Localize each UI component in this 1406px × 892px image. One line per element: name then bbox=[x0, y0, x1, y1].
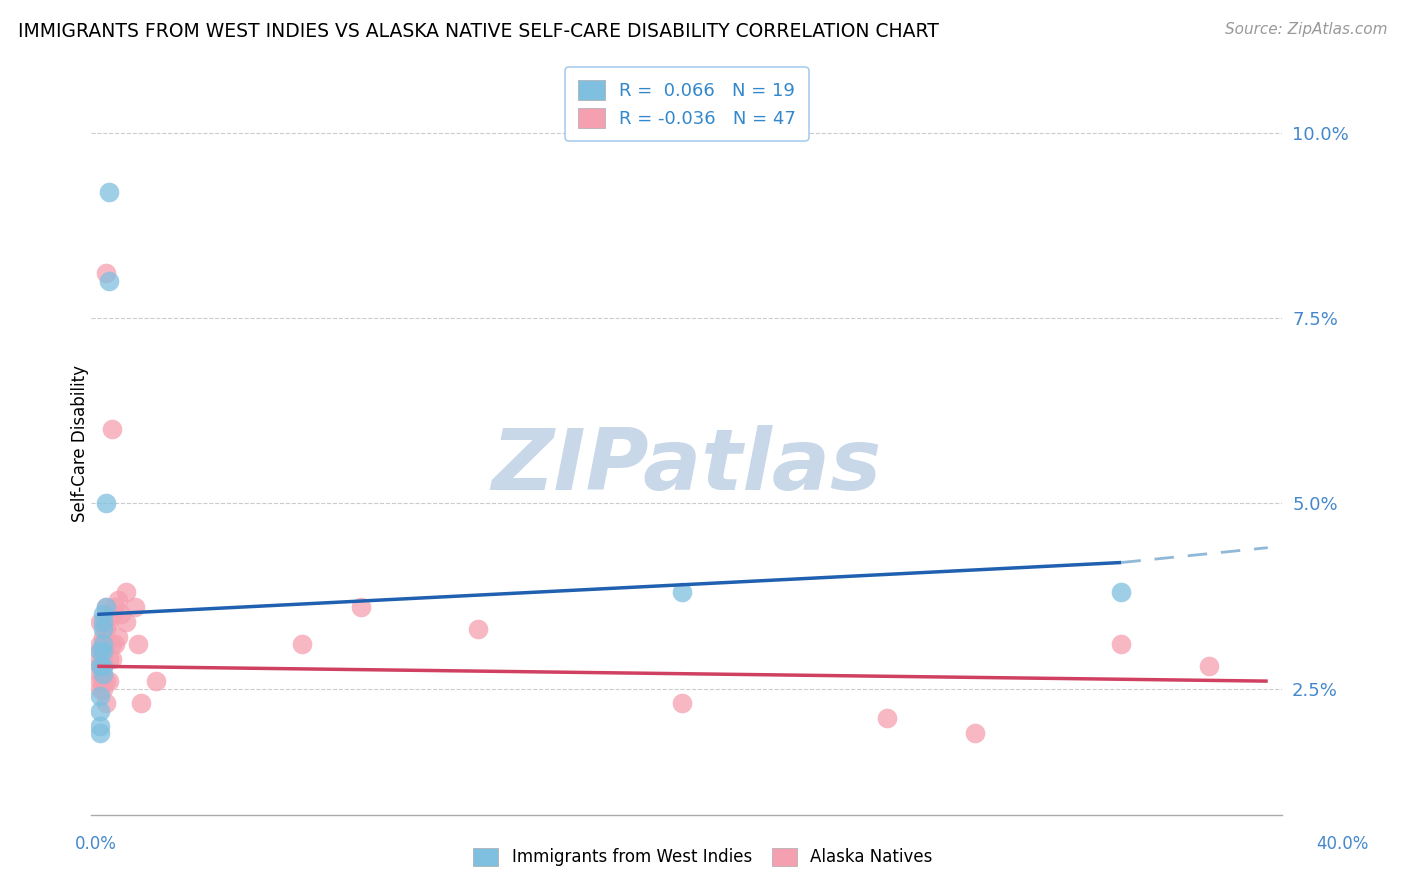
Point bbox=[467, 622, 489, 636]
Text: 40.0%: 40.0% bbox=[1316, 835, 1369, 853]
Point bbox=[89, 704, 111, 718]
Point bbox=[91, 644, 114, 658]
Point bbox=[94, 599, 117, 614]
Point bbox=[876, 711, 898, 725]
Point bbox=[89, 681, 111, 696]
Point bbox=[89, 659, 111, 673]
Point bbox=[89, 718, 111, 732]
Point bbox=[104, 637, 127, 651]
Point bbox=[91, 630, 114, 644]
Point bbox=[145, 674, 167, 689]
Point bbox=[94, 622, 117, 636]
Point bbox=[127, 637, 149, 651]
Point bbox=[91, 607, 114, 622]
Point bbox=[91, 659, 114, 673]
Point bbox=[94, 599, 117, 614]
Point bbox=[671, 697, 693, 711]
Point bbox=[1111, 585, 1133, 599]
Point bbox=[91, 615, 114, 629]
Point bbox=[89, 726, 111, 740]
Point bbox=[89, 689, 111, 703]
Point bbox=[101, 652, 124, 666]
Point bbox=[91, 637, 114, 651]
Point bbox=[89, 637, 111, 651]
Point bbox=[110, 607, 132, 622]
Legend: Immigrants from West Indies, Alaska Natives: Immigrants from West Indies, Alaska Nati… bbox=[467, 841, 939, 873]
Point bbox=[129, 697, 152, 711]
Point bbox=[91, 674, 114, 689]
Point bbox=[101, 607, 124, 622]
Point bbox=[94, 496, 117, 510]
Point bbox=[97, 615, 120, 629]
Point bbox=[91, 681, 114, 696]
Text: ZIPatlas: ZIPatlas bbox=[492, 425, 882, 508]
Point bbox=[965, 726, 987, 740]
Point bbox=[94, 674, 117, 689]
Point bbox=[91, 659, 114, 673]
Legend: R =  0.066   N = 19, R = -0.036   N = 47: R = 0.066 N = 19, R = -0.036 N = 47 bbox=[565, 68, 808, 141]
Y-axis label: Self-Care Disability: Self-Care Disability bbox=[72, 366, 89, 523]
Point bbox=[97, 674, 120, 689]
Point bbox=[89, 659, 111, 673]
Point bbox=[107, 630, 129, 644]
Point bbox=[91, 666, 114, 681]
Point bbox=[97, 652, 120, 666]
Point bbox=[115, 615, 138, 629]
Point bbox=[104, 599, 127, 614]
Point bbox=[94, 266, 117, 280]
Point bbox=[115, 585, 138, 599]
Point bbox=[107, 592, 129, 607]
Point bbox=[89, 666, 111, 681]
Point bbox=[1111, 637, 1133, 651]
Text: IMMIGRANTS FROM WEST INDIES VS ALASKA NATIVE SELF-CARE DISABILITY CORRELATION CH: IMMIGRANTS FROM WEST INDIES VS ALASKA NA… bbox=[18, 22, 939, 41]
Point bbox=[97, 185, 120, 199]
Point bbox=[89, 674, 111, 689]
Point bbox=[94, 697, 117, 711]
Point bbox=[349, 599, 371, 614]
Point bbox=[91, 622, 114, 636]
Point bbox=[94, 615, 117, 629]
Point bbox=[91, 652, 114, 666]
Point bbox=[89, 615, 111, 629]
Point bbox=[124, 599, 146, 614]
Point bbox=[94, 637, 117, 651]
Point bbox=[1198, 659, 1220, 673]
Point bbox=[291, 637, 314, 651]
Point bbox=[97, 607, 120, 622]
Text: Source: ZipAtlas.com: Source: ZipAtlas.com bbox=[1225, 22, 1388, 37]
Text: 0.0%: 0.0% bbox=[75, 835, 117, 853]
Point bbox=[101, 422, 124, 436]
Point bbox=[89, 644, 111, 658]
Point bbox=[101, 637, 124, 651]
Point bbox=[89, 644, 111, 658]
Point bbox=[97, 274, 120, 288]
Point bbox=[89, 652, 111, 666]
Point bbox=[671, 585, 693, 599]
